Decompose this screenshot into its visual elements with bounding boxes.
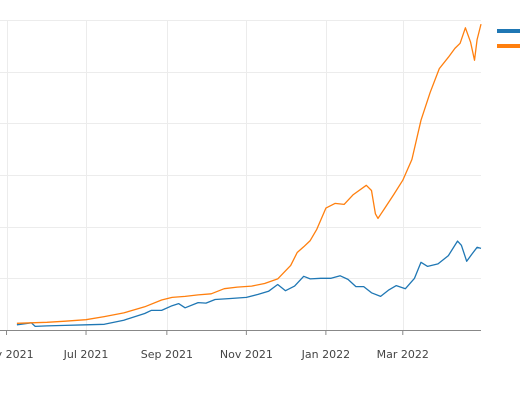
series-layer (16, 23, 482, 328)
series-line-1 (16, 240, 482, 328)
legend (497, 29, 520, 48)
grid-layer (0, 20, 481, 330)
x-tick-label: May 2021 (0, 348, 34, 361)
axis-layer: May 2021 Jul 2021 Sep 2021 Nov 2021 Jan 2022… (0, 330, 481, 361)
x-tick-label: Jan 2022 (301, 348, 350, 361)
x-tick-label: Mar 2022 (377, 348, 429, 361)
x-tick-label: Nov 2021 (220, 348, 273, 361)
series-line-2 (16, 23, 482, 324)
x-tick-label: Jul 2021 (63, 348, 109, 361)
x-tick-label: Sep 2021 (141, 348, 193, 361)
